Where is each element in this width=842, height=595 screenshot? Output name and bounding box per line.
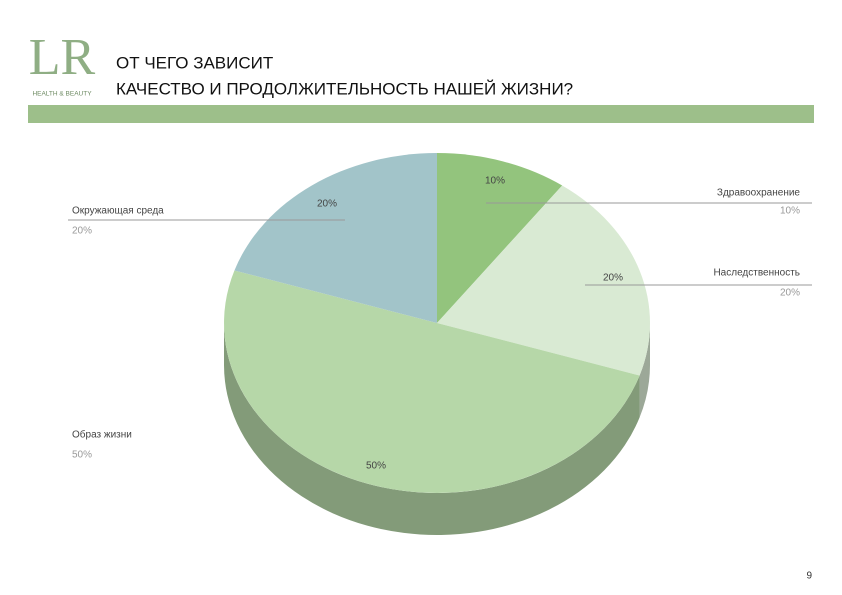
title-line: КАЧЕСТВО И ПРОДОЛЖИТЕЛЬНОСТЬ НАШЕЙ ЖИЗНИ… [116, 79, 573, 98]
data-label: 50% [366, 461, 386, 472]
title-line: ОТ ЧЕГО ЗАВИСИТ [116, 53, 273, 72]
slice [437, 153, 563, 323]
data-label: 10% [485, 176, 505, 187]
legend-value: 20% [780, 288, 800, 299]
legend-value: 10% [780, 206, 800, 217]
slice [234, 153, 437, 323]
legend-label: Здравоохранение [717, 188, 801, 199]
data-label: 20% [317, 199, 337, 210]
logo: LR [29, 29, 96, 86]
legend-label: Наследственность [713, 268, 800, 279]
slice-side [224, 323, 640, 535]
legend-label: Окружающая среда [72, 206, 164, 217]
data-label: 20% [603, 273, 623, 284]
slice-side [639, 323, 650, 418]
legend-value: 50% [72, 450, 92, 461]
legend-value: 20% [72, 226, 92, 237]
logo-subtitle: HEALTH & BEAUTY [32, 91, 92, 98]
legend-label: Образ жизни [72, 429, 132, 441]
slice [437, 185, 650, 376]
page-number: 9 [806, 571, 812, 582]
header-bar [28, 105, 814, 123]
slice [224, 270, 640, 493]
